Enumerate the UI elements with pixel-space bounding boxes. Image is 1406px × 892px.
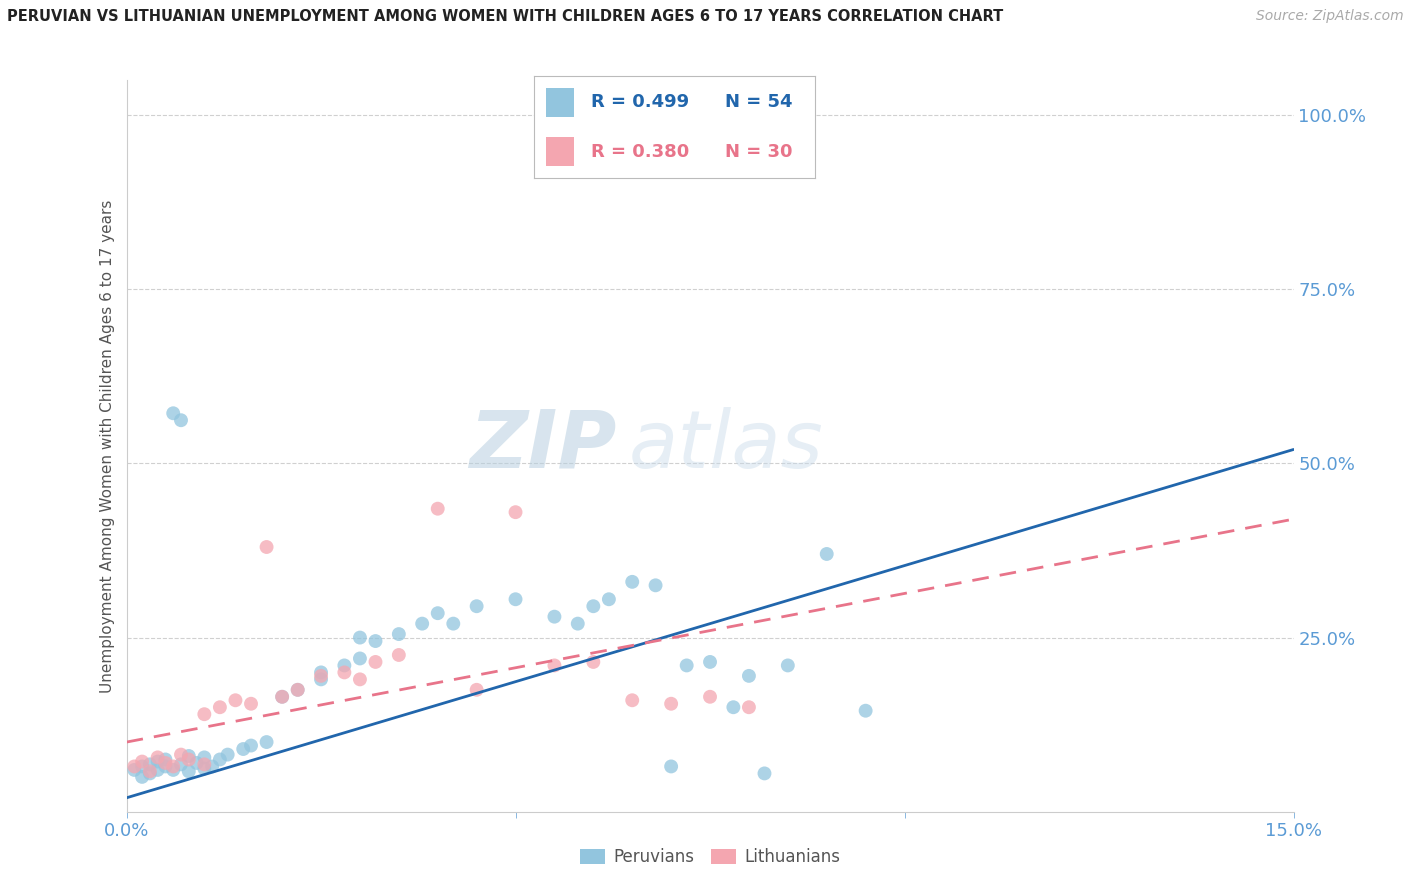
Point bbox=[465, 599, 488, 614]
Point bbox=[271, 690, 294, 704]
Point bbox=[388, 648, 411, 662]
Point bbox=[256, 735, 278, 749]
Point bbox=[124, 759, 146, 773]
Point bbox=[131, 759, 153, 773]
Point bbox=[598, 592, 620, 607]
Point bbox=[349, 651, 371, 665]
Point bbox=[177, 752, 200, 766]
Point bbox=[776, 658, 799, 673]
Point bbox=[240, 697, 263, 711]
Point bbox=[738, 700, 761, 714]
Point bbox=[659, 759, 682, 773]
Point bbox=[201, 759, 224, 773]
Point bbox=[309, 665, 332, 680]
Point bbox=[162, 759, 184, 773]
Point bbox=[815, 547, 838, 561]
Point bbox=[139, 764, 162, 779]
Point bbox=[170, 757, 193, 772]
Point bbox=[256, 540, 278, 554]
Point bbox=[170, 747, 193, 762]
Point bbox=[543, 658, 565, 673]
Point bbox=[177, 764, 200, 779]
Text: PERUVIAN VS LITHUANIAN UNEMPLOYMENT AMONG WOMEN WITH CHILDREN AGES 6 TO 17 YEARS: PERUVIAN VS LITHUANIAN UNEMPLOYMENT AMON… bbox=[7, 9, 1004, 24]
Point bbox=[855, 704, 877, 718]
Point bbox=[505, 592, 527, 607]
Point bbox=[170, 413, 193, 427]
Point bbox=[155, 752, 177, 766]
Point bbox=[426, 606, 449, 620]
Point bbox=[162, 763, 184, 777]
Point bbox=[426, 501, 449, 516]
Point bbox=[162, 406, 184, 420]
Point bbox=[155, 759, 177, 773]
Point bbox=[621, 693, 644, 707]
Point bbox=[621, 574, 644, 589]
Point bbox=[271, 690, 294, 704]
Point bbox=[644, 578, 666, 592]
Point bbox=[441, 616, 464, 631]
Point bbox=[582, 655, 605, 669]
Text: R = 0.499: R = 0.499 bbox=[591, 94, 689, 112]
Point bbox=[193, 762, 215, 776]
Text: R = 0.380: R = 0.380 bbox=[591, 143, 689, 161]
Point bbox=[287, 682, 309, 697]
Point bbox=[186, 756, 208, 770]
Text: Source: ZipAtlas.com: Source: ZipAtlas.com bbox=[1256, 9, 1403, 23]
Point bbox=[193, 757, 215, 772]
Point bbox=[699, 655, 721, 669]
Point bbox=[146, 763, 169, 777]
Point bbox=[675, 658, 697, 673]
Legend: Peruvians, Lithuanians: Peruvians, Lithuanians bbox=[574, 841, 846, 873]
Point bbox=[738, 669, 761, 683]
Text: ZIP: ZIP bbox=[470, 407, 617, 485]
Point bbox=[177, 749, 200, 764]
Point bbox=[131, 755, 153, 769]
Point bbox=[309, 669, 332, 683]
Point bbox=[333, 665, 356, 680]
Point bbox=[193, 750, 215, 764]
Point bbox=[364, 634, 387, 648]
Point bbox=[287, 682, 309, 697]
Point bbox=[582, 599, 605, 614]
Point bbox=[124, 763, 146, 777]
Point bbox=[193, 707, 215, 722]
Point bbox=[505, 505, 527, 519]
Point bbox=[388, 627, 411, 641]
Point bbox=[465, 682, 488, 697]
Point bbox=[155, 756, 177, 770]
Point bbox=[754, 766, 776, 780]
FancyBboxPatch shape bbox=[546, 88, 574, 117]
Point bbox=[349, 673, 371, 687]
Point bbox=[411, 616, 433, 631]
Point bbox=[699, 690, 721, 704]
Point bbox=[364, 655, 387, 669]
Text: atlas: atlas bbox=[628, 407, 823, 485]
Point bbox=[309, 673, 332, 687]
Point bbox=[543, 609, 565, 624]
Text: N = 30: N = 30 bbox=[725, 143, 793, 161]
Point bbox=[208, 700, 231, 714]
Point bbox=[723, 700, 745, 714]
Point bbox=[208, 752, 231, 766]
Point bbox=[232, 742, 254, 756]
Point bbox=[139, 757, 162, 772]
Point bbox=[349, 631, 371, 645]
Point bbox=[754, 128, 776, 143]
Point bbox=[146, 755, 169, 769]
Point bbox=[139, 766, 162, 780]
Point bbox=[333, 658, 356, 673]
Y-axis label: Unemployment Among Women with Children Ages 6 to 17 years: Unemployment Among Women with Children A… bbox=[100, 199, 115, 693]
FancyBboxPatch shape bbox=[546, 137, 574, 166]
Point bbox=[217, 747, 239, 762]
Point bbox=[567, 616, 589, 631]
Point bbox=[240, 739, 263, 753]
Point bbox=[146, 750, 169, 764]
Point bbox=[659, 697, 682, 711]
Point bbox=[224, 693, 246, 707]
Text: N = 54: N = 54 bbox=[725, 94, 793, 112]
Point bbox=[131, 770, 153, 784]
